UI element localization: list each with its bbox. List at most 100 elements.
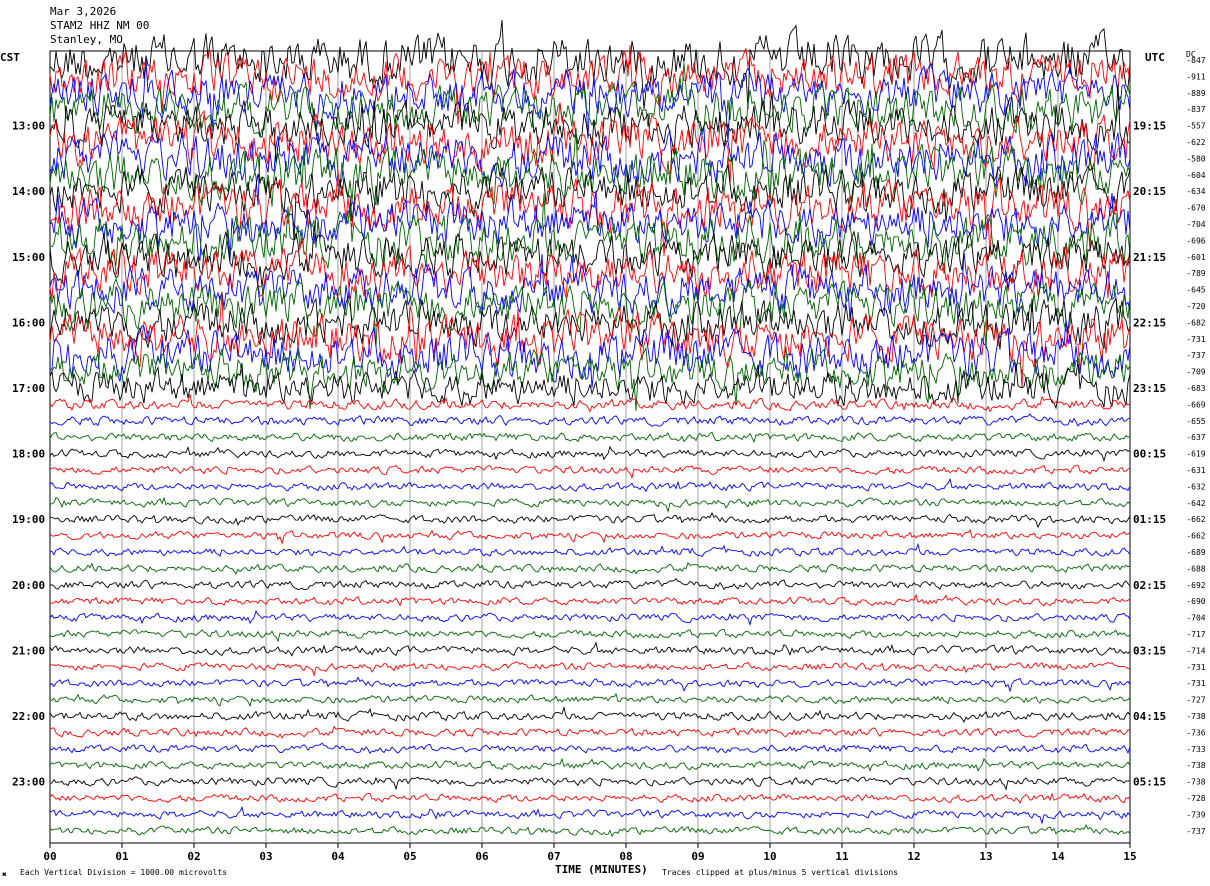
dc-offset-value: -682: [1186, 318, 1205, 327]
vertical-division-note: Each Vertical Division = 1000.00 microvo…: [20, 868, 228, 877]
dc-offset-value: -739: [1186, 810, 1205, 819]
utc-hour-label: 02:15: [1133, 579, 1166, 592]
dc-offset-value: -737: [1186, 351, 1205, 360]
seismic-trace: [49, 805, 1131, 825]
x-axis-title: TIME (MINUTES): [555, 863, 648, 876]
seismic-trace: [49, 346, 1131, 411]
dc-offset-value: -731: [1186, 335, 1205, 344]
dc-offset-value: -688: [1186, 564, 1205, 573]
local-hour-label: 14:00: [12, 185, 45, 198]
plot-date: Mar 3,2026: [50, 5, 117, 18]
local-hour-label: 18:00: [12, 448, 45, 461]
seismic-trace: [49, 776, 1131, 791]
local-hour-label: 20:00: [12, 579, 45, 592]
dc-offset-value: -557: [1186, 122, 1205, 131]
utc-hour-label: 19:15: [1133, 120, 1166, 133]
seismic-trace: [49, 62, 1131, 138]
dc-offset-value: -731: [1186, 679, 1205, 688]
dc-offset-value: -738: [1186, 761, 1205, 770]
x-tick-label: 04: [331, 850, 345, 863]
dc-offset-value: -634: [1186, 187, 1205, 196]
corner-mark-icon: ✖: [2, 870, 7, 879]
dc-offset-value: -837: [1186, 105, 1205, 114]
dc-offset-value: -737: [1186, 827, 1205, 836]
seismic-trace: [49, 629, 1131, 643]
dc-offset-value: -632: [1186, 482, 1205, 491]
seismic-trace: [49, 705, 1131, 723]
local-hour-label: 23:00: [12, 776, 45, 789]
seismic-trace: [49, 511, 1131, 529]
local-timezone-label: CST: [0, 51, 20, 64]
dc-offset-value: -789: [1186, 269, 1205, 278]
seismic-trace: [49, 641, 1131, 657]
seismic-trace: [49, 413, 1131, 427]
dc-offset-value: -683: [1186, 384, 1205, 393]
seismic-trace: [49, 464, 1131, 479]
dc-offset-value: -736: [1186, 728, 1205, 737]
dc-offset-value: -738: [1186, 712, 1205, 721]
dc-offset-value: -733: [1186, 745, 1205, 754]
dc-offset-value: -696: [1186, 236, 1205, 245]
x-tick-label: 13: [979, 850, 992, 863]
seismic-trace: [49, 528, 1131, 545]
local-hour-label: 22:00: [12, 710, 45, 723]
local-hour-label: 13:00: [12, 120, 45, 133]
seismic-trace: [49, 593, 1131, 607]
seismic-trace: [49, 792, 1131, 804]
seismic-trace: [49, 19, 1131, 110]
dc-offset-value: -669: [1186, 400, 1205, 409]
dc-offset-value: -601: [1186, 253, 1205, 262]
seismic-trace: [49, 225, 1131, 287]
seismic-trace: [49, 676, 1131, 693]
utc-hour-label: 20:15: [1133, 185, 1166, 198]
utc-hour-label: 23:15: [1133, 382, 1166, 395]
seismic-trace: [49, 193, 1131, 274]
x-tick-label: 15: [1123, 850, 1136, 863]
dc-offset-value: -655: [1186, 417, 1205, 426]
seismic-trace: [49, 823, 1131, 838]
seismic-trace: [49, 44, 1131, 125]
plot-frame: [49, 50, 1131, 844]
dc-offset-value: -704: [1186, 220, 1205, 229]
dc-offset-header: DC: [1186, 50, 1196, 59]
dc-offset-value: -662: [1186, 515, 1205, 524]
dc-offset-value: -720: [1186, 302, 1205, 311]
clip-note: Traces clipped at plus/minus 5 vertical …: [662, 868, 899, 877]
seismic-trace: [49, 542, 1131, 558]
dc-offset-value: -662: [1186, 532, 1205, 541]
local-hour-label: 21:00: [12, 644, 45, 657]
seismic-trace: [49, 57, 1131, 143]
seismic-trace: [49, 431, 1131, 444]
dc-offset-value: -637: [1186, 433, 1205, 442]
seismic-trace: [49, 725, 1131, 739]
x-tick-label: 11: [835, 850, 849, 863]
seismic-trace: [49, 102, 1131, 185]
seismic-trace: [49, 238, 1131, 301]
seismic-trace: [49, 578, 1131, 591]
seismic-trace: [49, 84, 1131, 163]
seismic-trace: [49, 496, 1131, 514]
x-tick-label: 02: [187, 850, 200, 863]
dc-offset-value: -692: [1186, 581, 1205, 590]
x-tick-label: 09: [691, 850, 704, 863]
dc-offset-value: -728: [1186, 794, 1205, 803]
seismic-trace: [49, 169, 1131, 257]
dc-offset-value: -717: [1186, 630, 1205, 639]
dc-offset-value: -727: [1186, 696, 1205, 705]
local-hour-label: 16:00: [12, 316, 45, 329]
dc-offset-value: -714: [1186, 646, 1205, 655]
x-tick-label: 00: [43, 850, 56, 863]
x-tick-label: 06: [475, 850, 489, 863]
seismic-trace: [49, 394, 1131, 413]
seismic-trace: [49, 293, 1131, 389]
x-tick-label: 14: [1051, 850, 1065, 863]
x-tick-label: 03: [259, 850, 272, 863]
seismic-trace: [49, 692, 1131, 708]
dc-offset-value: -642: [1186, 499, 1205, 508]
dc-offset-value: -604: [1186, 171, 1205, 180]
seismic-trace: [49, 742, 1131, 755]
seismic-trace: [49, 661, 1131, 678]
local-hour-label: 17:00: [12, 382, 45, 395]
dc-offset-value: -619: [1186, 450, 1205, 459]
seismic-trace: [49, 127, 1131, 207]
